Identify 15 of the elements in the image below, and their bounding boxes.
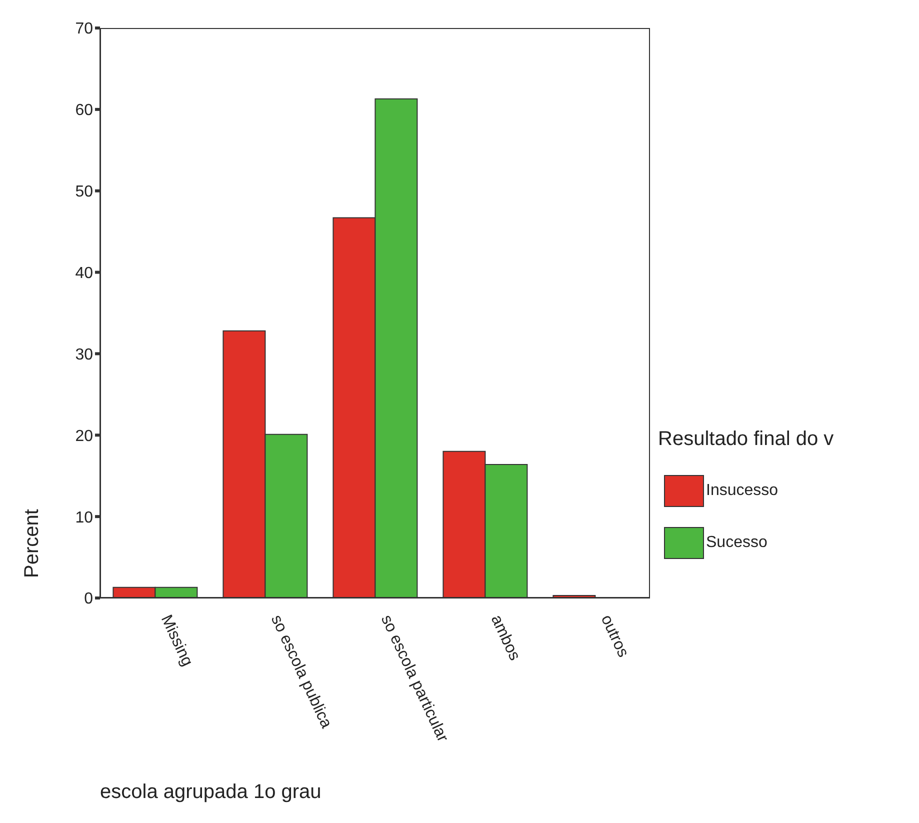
x-axis-title: escola agrupada 1o grau — [100, 781, 322, 803]
x-tick-label: ambos — [487, 612, 524, 664]
legend-title: Resultado final do v — [658, 428, 834, 451]
legend-label: Sucesso — [706, 534, 768, 552]
y-tick-label: 70 — [75, 20, 94, 38]
y-tick-label: 30 — [75, 346, 94, 364]
y-tick-label: 40 — [75, 264, 94, 282]
y-tick-label: 60 — [75, 102, 94, 120]
y-tick-label: 0 — [84, 590, 94, 608]
y-tick-label: 50 — [75, 184, 94, 201]
y-tick-label: 10 — [75, 509, 94, 526]
y-axis-title: Percent — [21, 508, 43, 578]
y-tick-label: 20 — [75, 428, 94, 445]
x-tick-label: outros — [597, 612, 632, 660]
legend-label: Insucesso — [706, 482, 778, 500]
